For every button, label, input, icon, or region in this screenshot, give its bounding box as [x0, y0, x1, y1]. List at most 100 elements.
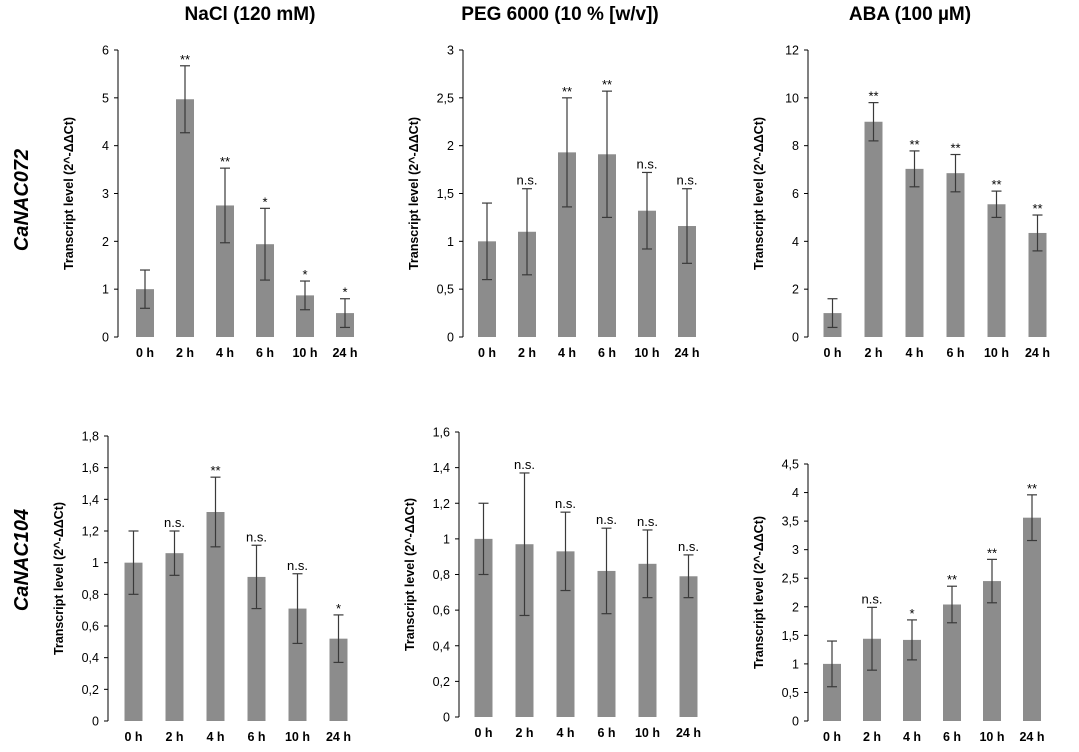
bar-0h: [823, 663, 841, 721]
significance-marker: *: [336, 601, 341, 616]
chart-panel-peg-canac072: 0 0,5 1 1,5 2 2,5 3 Transcript level (2^-ΔΔCt) 0…: [407, 44, 700, 361]
x-tick-label: 10 h: [285, 730, 310, 744]
x-tick-label: 6 h: [943, 730, 961, 744]
significance-marker: n.s.: [514, 457, 535, 472]
y-tick-label: 1: [102, 283, 109, 297]
x-tick-label: 4 h: [558, 346, 576, 360]
x-tick-label: 2 h: [165, 730, 183, 744]
error-bar: [140, 269, 150, 309]
x-tick-label: 0 h: [136, 346, 154, 360]
y-tick-label: 0,4: [82, 651, 99, 665]
significance-marker: **: [562, 84, 572, 99]
bar-10h: [288, 608, 307, 721]
y-tick-label: 1,2: [433, 497, 450, 511]
column-title-aba: ABA (100 µM): [849, 4, 971, 25]
x-tick-label: 2 h: [176, 346, 194, 360]
y-tick-label: 2,5: [782, 572, 799, 586]
y-tick-label: 4,5: [782, 458, 799, 472]
significance-marker: **: [602, 77, 612, 92]
x-tick-label: 24 h: [674, 346, 699, 360]
x-tick-label: 6 h: [256, 346, 274, 360]
y-tick-label: 0,6: [82, 620, 99, 634]
bar-24h: [1028, 232, 1047, 337]
x-tick-label: 0 h: [823, 346, 841, 360]
significance-marker: n.s.: [287, 558, 308, 573]
error-bar: [987, 558, 997, 604]
y-tick-label: 1,6: [82, 461, 99, 475]
y-tick-label: 2: [447, 139, 454, 153]
error-bar: [340, 298, 350, 329]
bar-0h: [124, 562, 143, 721]
significance-marker: **: [868, 89, 878, 104]
error-bar: [642, 171, 652, 250]
y-tick-label: 1,4: [82, 493, 99, 507]
bar-24h: [679, 576, 698, 717]
x-tick-label: 4 h: [905, 346, 923, 360]
bar-6h: [943, 604, 961, 721]
error-bar: [642, 529, 653, 599]
y-tick-label: 8: [792, 139, 799, 153]
error-bar: [169, 530, 180, 576]
x-tick-label: 6 h: [247, 730, 265, 744]
significance-marker: n.s.: [596, 512, 617, 527]
significance-marker: **: [950, 141, 960, 156]
y-tick-label: 0: [92, 715, 99, 729]
bar-2h: [518, 231, 536, 337]
y-tick-label: 3: [447, 44, 454, 58]
y-tick-label: 1,2: [82, 525, 99, 539]
error-bar: [300, 280, 310, 311]
y-tick-label: 0,8: [82, 588, 99, 602]
x-tick-label: 24 h: [676, 726, 701, 740]
x-tick-label: 0 h: [478, 346, 496, 360]
bar-6h: [256, 244, 274, 337]
x-tick-label: 24 h: [1019, 730, 1044, 744]
bar-10h: [987, 204, 1006, 337]
bar-2h: [864, 121, 883, 337]
bar-24h: [678, 226, 696, 337]
x-tick-label: 10 h: [635, 726, 660, 740]
bar-0h: [478, 241, 496, 337]
y-axis-label: Transcript level (2^-ΔΔCt): [52, 502, 66, 655]
x-tick-label: 2 h: [518, 346, 536, 360]
error-bar: [950, 153, 961, 193]
bar-10h: [983, 581, 1001, 721]
error-bar: [333, 614, 344, 664]
x-tick-label: 0 h: [124, 730, 142, 744]
y-axis-label: Transcript level (2^-ΔΔCt): [752, 516, 766, 669]
y-tick-label: 1,5: [437, 187, 454, 201]
error-bar: [909, 150, 920, 188]
significance-marker: n.s.: [678, 539, 699, 554]
x-tick-label: 0 h: [474, 726, 492, 740]
significance-marker: n.s.: [862, 591, 883, 606]
significance-marker: **: [991, 177, 1001, 192]
y-tick-label: 0,6: [433, 604, 450, 618]
y-tick-label: 5: [102, 91, 109, 105]
significance-marker: *: [262, 194, 267, 209]
y-axis-label: Transcript level (2^-ΔΔCt): [62, 117, 76, 270]
y-tick-label: 1: [92, 556, 99, 570]
y-tick-label: 3: [792, 543, 799, 557]
error-bar: [220, 167, 230, 244]
error-bar: [478, 502, 489, 576]
y-tick-label: 0,2: [82, 683, 99, 697]
significance-marker: n.s.: [677, 173, 698, 188]
y-tick-label: 12: [785, 44, 799, 58]
error-bar: [519, 472, 530, 617]
chart-panel-aba-canac104: 0 0,5 1 1,5 2 2,5 3 3,5 4 4,5 Transcript level (2^…: [752, 458, 1045, 745]
x-tick-label: 24 h: [326, 730, 351, 744]
error-bar: [292, 573, 303, 645]
y-tick-label: 1,8: [82, 430, 99, 444]
significance-marker: **: [1032, 201, 1042, 216]
significance-marker: *: [909, 606, 914, 621]
x-tick-label: 10 h: [984, 346, 1009, 360]
x-tick-label: 24 h: [332, 346, 357, 360]
y-tick-label: 1: [443, 532, 450, 546]
error-bar: [991, 190, 1002, 219]
error-bar: [210, 476, 221, 548]
y-tick-label: 4: [792, 486, 799, 500]
bar-2h: [515, 544, 534, 717]
significance-marker: **: [1027, 481, 1037, 496]
